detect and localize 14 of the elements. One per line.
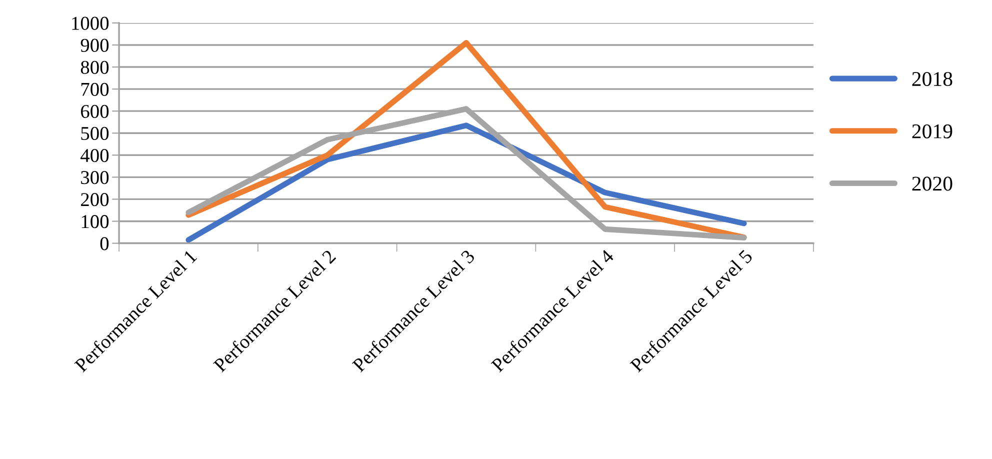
- legend-label: 2018: [912, 72, 952, 86]
- y-tick-label: 200: [81, 193, 109, 206]
- y-tick-label: 0: [100, 237, 109, 250]
- y-tick-label: 900: [80, 38, 109, 52]
- y-tick-label: 800: [80, 60, 109, 74]
- legend-label: 2019: [912, 124, 952, 138]
- y-tick-label: 300: [81, 170, 109, 184]
- y-tick-label: 400: [80, 148, 109, 162]
- legend-label: 2020: [912, 176, 952, 191]
- y-tick-label: 100: [82, 215, 109, 228]
- y-tick-label: 600: [80, 104, 109, 118]
- y-tick-label: 1000: [72, 16, 109, 30]
- y-tick-label: 700: [81, 82, 109, 96]
- y-tick-label: 500: [81, 126, 109, 140]
